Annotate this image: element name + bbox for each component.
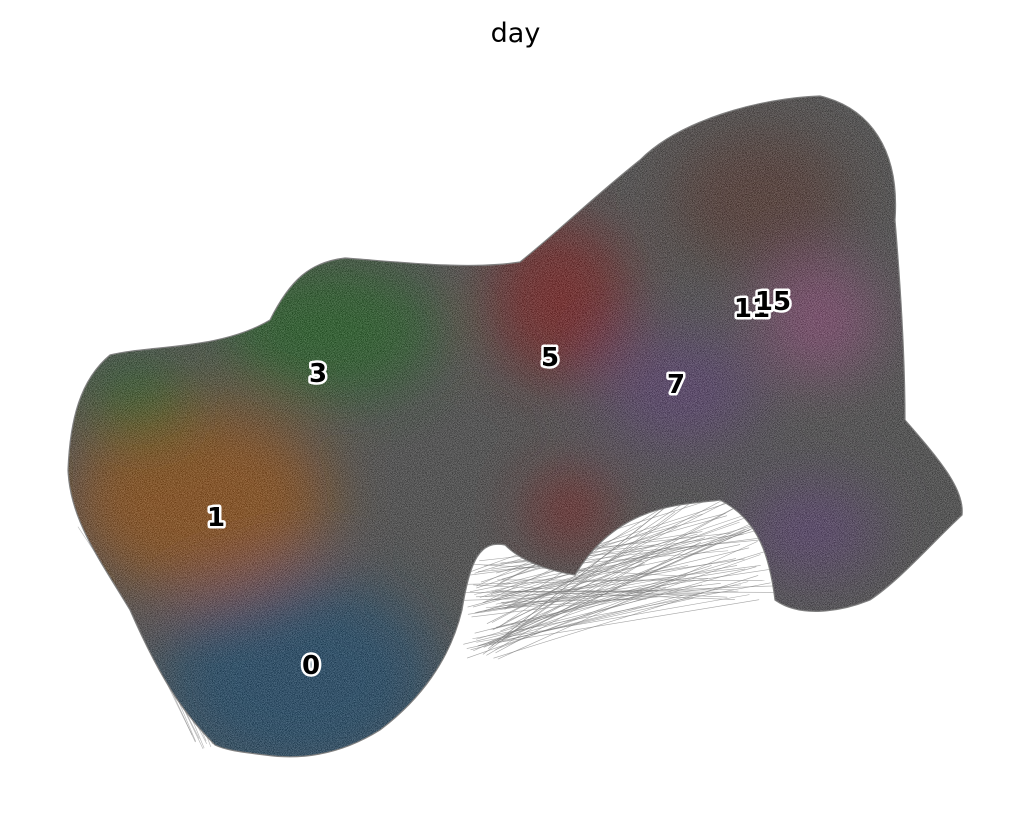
graph-edge: [466, 597, 694, 649]
cluster-label-1: 1: [207, 503, 225, 533]
graph-edge: [507, 563, 645, 607]
graph-edge: [469, 545, 697, 593]
graph-edge: [477, 550, 729, 573]
graph-edge: [478, 566, 757, 647]
graph-edge: [501, 511, 676, 641]
graph-edge: [496, 533, 698, 586]
graph-edge: [493, 575, 759, 659]
graph-edge: [482, 492, 705, 655]
graph-edge: [497, 541, 758, 660]
graph-edge: [497, 599, 760, 643]
graph-edge: [501, 515, 728, 580]
graph-edge: [496, 504, 681, 629]
graph-edge: [464, 592, 700, 601]
graph-edge: [490, 592, 654, 630]
cluster-label-11: 11: [734, 294, 770, 324]
graph-edge: [511, 504, 741, 626]
graph-edge: [483, 523, 763, 648]
cluster-label-5: 5: [541, 343, 559, 373]
graph-edge: [500, 598, 647, 603]
graph-edge: [472, 524, 779, 608]
chart-title: day: [491, 18, 541, 49]
graph-edge: [463, 584, 703, 645]
graph-edge: [507, 561, 644, 635]
graph-edge: [480, 496, 749, 583]
cell-grain: [68, 96, 963, 757]
graph-edge: [467, 554, 761, 659]
cluster-label-15: 15: [755, 287, 791, 317]
graph-edge: [510, 565, 712, 628]
graph-edge: [474, 579, 686, 634]
graph-edge: [473, 519, 760, 652]
cluster-label-3: 3: [309, 359, 327, 389]
graph-edge: [488, 568, 746, 611]
graph-edge: [467, 529, 750, 608]
cluster-label-7: 7: [667, 370, 685, 400]
graph-edge: [474, 544, 712, 595]
graph-edge: [467, 534, 789, 576]
graph-edge: [470, 594, 685, 651]
graph-edge: [474, 565, 738, 614]
graph-edge: [476, 594, 750, 643]
cluster-label-0: 0: [302, 651, 320, 681]
graph-edge: [495, 575, 687, 650]
graph-edge: [486, 502, 726, 624]
graph-edge: [482, 508, 764, 604]
graph-edge: [465, 589, 734, 593]
graph-edge: [501, 544, 741, 596]
graph-edge: [488, 503, 671, 649]
